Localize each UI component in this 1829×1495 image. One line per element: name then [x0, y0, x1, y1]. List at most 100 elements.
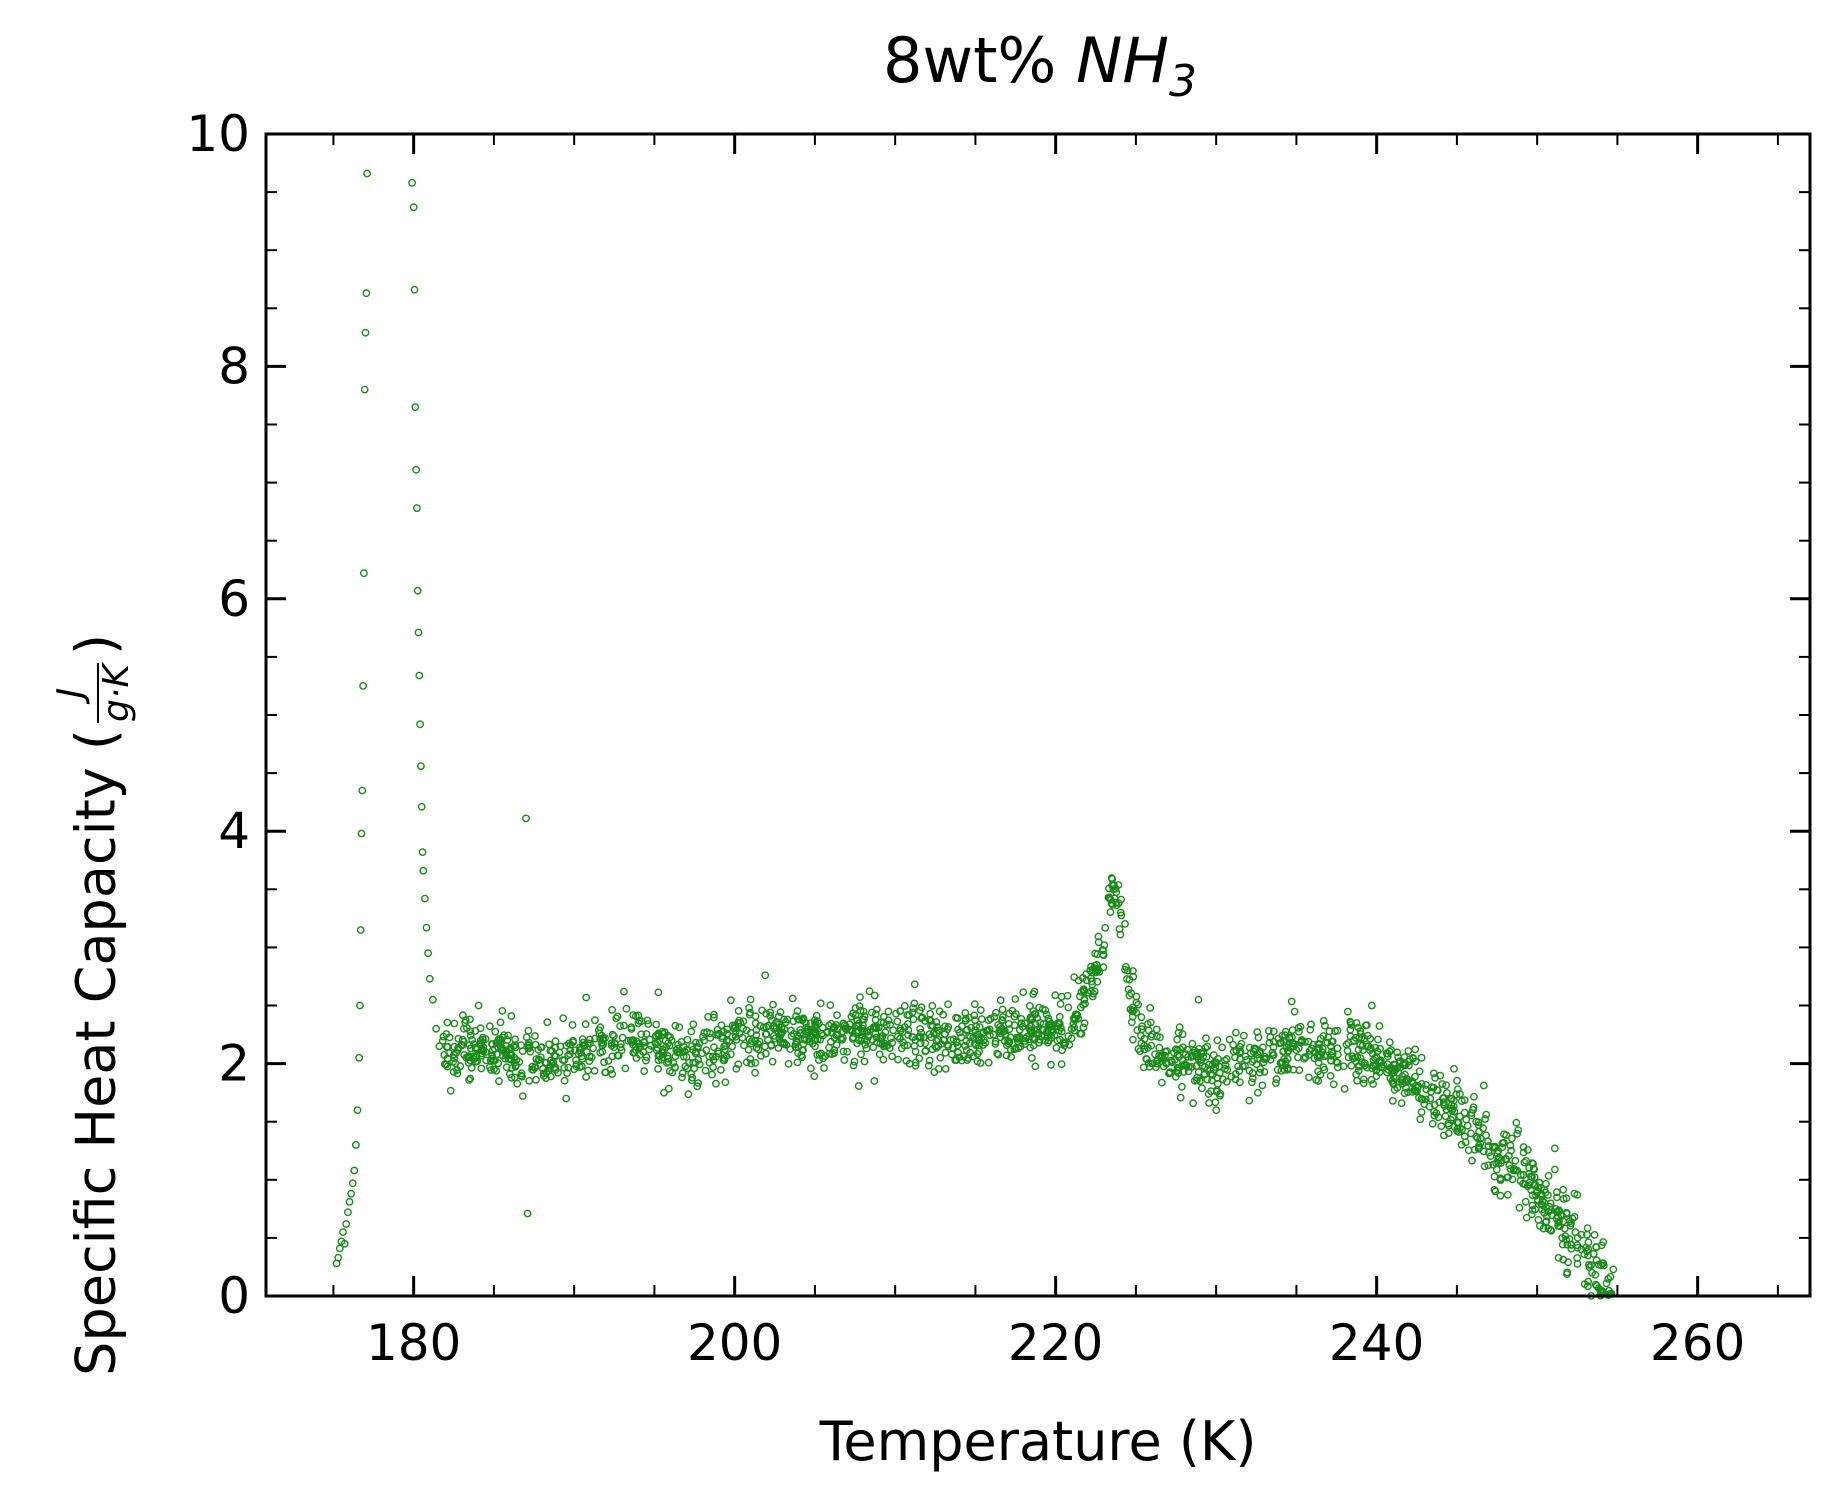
data-point [1552, 1166, 1558, 1172]
data-point [1610, 1266, 1616, 1272]
data-point [1020, 989, 1026, 995]
y-axis-label-text: Specific Heat Capacity ( [65, 729, 128, 1376]
data-point [563, 1095, 569, 1101]
x-tick-label: 260 [1650, 1314, 1745, 1372]
y-tick-label: 8 [218, 337, 250, 395]
data-point [1584, 1225, 1590, 1231]
data-point [532, 1033, 538, 1039]
data-point [1226, 1036, 1232, 1042]
data-point [1315, 1078, 1321, 1084]
data-point [356, 1055, 362, 1061]
data-point [1289, 998, 1295, 1004]
data-point [943, 1066, 949, 1072]
data-point [423, 924, 429, 930]
data-point [583, 1074, 589, 1080]
data-point [647, 1036, 653, 1042]
plot-frame [266, 134, 1810, 1296]
data-point [1071, 974, 1077, 980]
data-point [1057, 1001, 1063, 1007]
data-point [870, 1044, 876, 1050]
data-point [619, 1035, 625, 1041]
data-point [433, 1026, 439, 1032]
data-point [1259, 1082, 1265, 1088]
data-point [1246, 1097, 1252, 1103]
data-point [1199, 1085, 1205, 1091]
data-point [895, 1056, 901, 1062]
data-point [419, 849, 425, 855]
data-point [1178, 1094, 1184, 1100]
data-point [526, 1078, 532, 1084]
data-point [1516, 1205, 1522, 1211]
data-point [415, 588, 421, 594]
data-point [999, 1006, 1005, 1012]
data-point [790, 995, 796, 1001]
data-point [346, 1199, 352, 1205]
data-point [1451, 1066, 1457, 1072]
data-point [1469, 1158, 1475, 1164]
data-point [448, 1088, 454, 1094]
data-point [1179, 1084, 1185, 1090]
data-point [1147, 1005, 1153, 1011]
data-point [1224, 1056, 1230, 1062]
data-point [1080, 1024, 1086, 1030]
data-point [1058, 1061, 1064, 1067]
data-point [1454, 1078, 1460, 1084]
data-point [1505, 1192, 1511, 1198]
data-point [1291, 1008, 1297, 1014]
data-point [533, 1077, 539, 1083]
data-point [1206, 1100, 1212, 1106]
data-point [523, 815, 529, 821]
data-point [978, 1007, 984, 1013]
data-point [1029, 1055, 1035, 1061]
data-point [1341, 1086, 1347, 1092]
data-point [1295, 1054, 1301, 1060]
data-point [1398, 1100, 1404, 1106]
data-point [361, 570, 367, 576]
data-points [333, 170, 1616, 1299]
data-point [1052, 992, 1058, 998]
data-point [1375, 1036, 1381, 1042]
data-point [1241, 1033, 1247, 1039]
data-point [1552, 1145, 1558, 1151]
data-point [1523, 1199, 1529, 1205]
data-point [1571, 1214, 1577, 1220]
data-point [728, 997, 734, 1003]
data-point [707, 1035, 713, 1041]
data-point [353, 1142, 359, 1148]
data-point [646, 1046, 652, 1052]
data-point [1591, 1232, 1597, 1238]
data-point [641, 1068, 647, 1074]
data-point [747, 996, 753, 1002]
data-point [1387, 1039, 1393, 1045]
data-point [1560, 1187, 1566, 1193]
data-point [1219, 1044, 1225, 1050]
data-point [335, 1255, 341, 1261]
data-point [993, 1010, 999, 1016]
data-point [1100, 964, 1106, 970]
data-point [818, 1000, 824, 1006]
data-point [1491, 1173, 1497, 1179]
data-point [1585, 1239, 1591, 1245]
data-point [811, 1073, 817, 1079]
data-point [936, 1066, 942, 1072]
data-point [729, 1043, 735, 1049]
data-point [863, 1045, 869, 1051]
data-point [866, 988, 872, 994]
data-point [455, 1036, 461, 1042]
data-point [972, 1001, 978, 1007]
data-point [422, 895, 428, 901]
data-point [861, 1058, 867, 1064]
data-point [412, 404, 418, 410]
data-point [1190, 1100, 1196, 1106]
data-point [561, 1078, 567, 1084]
data-point [358, 830, 364, 836]
y-tick-label: 0 [218, 1267, 250, 1325]
data-point [560, 1015, 566, 1021]
data-point [585, 1067, 591, 1073]
data-point [1521, 1159, 1527, 1165]
data-point [827, 1002, 833, 1008]
data-point [357, 1002, 363, 1008]
data-point [413, 467, 419, 473]
data-point [520, 1093, 526, 1099]
data-point [340, 1229, 346, 1235]
